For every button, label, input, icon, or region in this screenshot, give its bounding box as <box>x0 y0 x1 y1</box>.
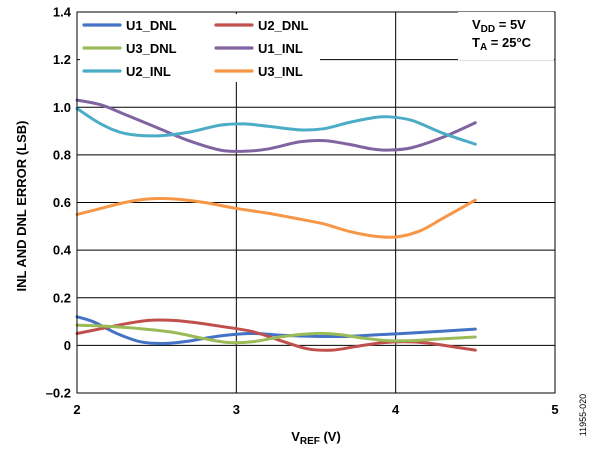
x-tick-labels: 2 3 4 5 <box>73 402 558 417</box>
legend-label-u2-inl: U2_INL <box>126 64 171 79</box>
y-tick-labels: –0.2 0 0.2 0.4 0.6 0.8 1.0 1.2 1.4 <box>46 5 72 401</box>
condition-vdd: VDD = 5V <box>472 17 526 35</box>
series-lines <box>75 98 477 352</box>
x-axis-title-sub: REF <box>300 436 320 447</box>
y-tick-label: 1.4 <box>53 5 72 20</box>
series-line-u3-inl <box>75 196 477 239</box>
x-axis-title-unit: (V) <box>320 429 341 444</box>
series-line-u1-dnl <box>75 315 477 346</box>
y-tick-label: 0.4 <box>53 243 72 258</box>
y-tick-label: –0.2 <box>46 386 71 401</box>
series-line-u1-inl <box>75 98 477 153</box>
series-line-u2-inl <box>75 106 477 146</box>
y-axis-title: INL AND DNL ERROR (LSB) <box>14 121 29 292</box>
figure-id: 11955-020 <box>578 394 588 436</box>
x-tick-label: 2 <box>73 402 80 417</box>
y-tick-label: 0 <box>64 338 71 353</box>
conditions-box <box>458 12 554 60</box>
x-tick-label: 5 <box>551 402 558 417</box>
x-tick-label: 3 <box>233 402 240 417</box>
y-tick-label: 0.8 <box>53 147 71 162</box>
legend-label-u3-dnl: U3_DNL <box>126 41 177 56</box>
condition-ta: TA = 25°C <box>472 35 532 53</box>
y-tick-label: 0.2 <box>53 290 71 305</box>
y-tick-label: 1.2 <box>53 52 71 67</box>
legend-label-u1-inl: U1_INL <box>258 41 303 56</box>
y-tick-label: 0.6 <box>53 195 71 210</box>
legend-label-u1-dnl: U1_DNL <box>126 18 177 33</box>
legend: U1_DNL U2_DNL U3_DNL U1_INL U2_INL U3_INL <box>80 14 320 82</box>
legend-label-u2-dnl: U2_DNL <box>258 18 309 33</box>
x-axis-title-main: V <box>291 429 300 444</box>
legend-label-u3-inl: U3_INL <box>258 64 303 79</box>
series-line-u3-dnl <box>75 323 477 345</box>
plot-frame <box>76 11 556 394</box>
y-tick-label: 1.0 <box>53 100 71 115</box>
x-axis-title: VREF (V) <box>291 429 341 447</box>
x-tick-label: 4 <box>392 402 400 417</box>
